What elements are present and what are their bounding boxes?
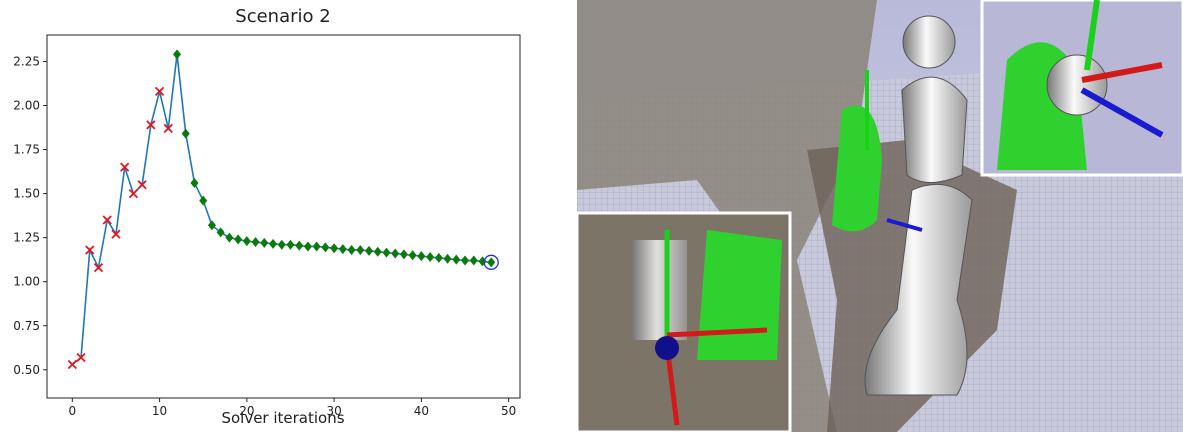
marker-diamond: [469, 255, 478, 266]
y-tick-label: 1.75: [13, 143, 40, 157]
x-tick-label: 10: [152, 404, 167, 418]
marker-diamond: [356, 244, 365, 255]
y-tick-label: 0.75: [13, 319, 40, 333]
marker-diamond: [347, 244, 356, 255]
robot-torso: [901, 76, 968, 183]
marker-diamond: [330, 243, 339, 254]
robot-head: [902, 15, 956, 69]
marker-diamond: [391, 248, 400, 259]
marker-diamond: [251, 237, 260, 248]
marker-diamond: [295, 240, 304, 251]
y-tick-label: 2.00: [13, 98, 40, 112]
marker-diamond: [365, 245, 374, 256]
marker-diamond: [190, 178, 199, 189]
inset-top: [980, 0, 1183, 177]
chart: Scenario 2 Solver iterations 0.50 0.75 1.0…: [13, 6, 521, 427]
marker-diamond: [408, 250, 417, 261]
marker-x: [137, 180, 147, 190]
x-tick-label: 30: [326, 404, 341, 418]
series-line: [71, 54, 492, 366]
y-tick-label: 1.50: [13, 187, 40, 201]
hand-mesh: [832, 105, 882, 232]
marker-diamond: [434, 252, 443, 263]
marker-diamond: [181, 128, 190, 139]
marker-diamond: [312, 241, 321, 252]
x-tick-label: 50: [501, 404, 516, 418]
marker-diamond: [225, 232, 234, 243]
marker-diamond: [277, 239, 286, 250]
axis-arrow: [886, 218, 923, 232]
marker-diamond: [443, 253, 452, 264]
marker-diamond: [417, 251, 426, 262]
marker-x: [111, 229, 121, 239]
marker-x: [67, 359, 77, 370]
marker-diamond: [303, 241, 312, 252]
y-tick-label: 1.25: [13, 231, 40, 245]
marker-x: [102, 215, 112, 225]
marker-diamond: [338, 244, 347, 255]
marker-diamond: [269, 238, 278, 249]
highlight-marker: [483, 254, 499, 270]
marker-diamond: [382, 247, 391, 258]
chart-title: Scenario 2: [235, 6, 330, 27]
marker-x: [128, 188, 139, 199]
marker-diamond: [487, 257, 496, 268]
marker-diamond: [207, 220, 216, 231]
x-tick-label: 0: [68, 404, 76, 418]
marker-diamond: [452, 254, 461, 265]
marker-x: [163, 123, 173, 134]
marker-x: [85, 245, 95, 255]
marker-diamond: [399, 249, 408, 260]
y-tick-label: 1.00: [13, 275, 40, 289]
marker-diamond: [286, 239, 295, 250]
marker-diamond: [242, 236, 251, 247]
marker-x: [93, 262, 104, 273]
robot-base: [864, 183, 973, 396]
x-axis-label: Solver iterations: [221, 409, 344, 427]
x-tick-label: 20: [239, 404, 254, 418]
marker-diamond: [260, 237, 269, 248]
marker-diamond: [321, 242, 330, 253]
marker-diamond: [234, 234, 243, 245]
marker-diamond: [373, 246, 382, 257]
marker-x: [76, 352, 86, 363]
marker-x: [146, 120, 156, 130]
y-tick-label: 0.50: [13, 363, 40, 377]
inset-bottom: [577, 211, 792, 432]
marker-diamond: [216, 227, 225, 238]
y-tick-label: 2.25: [13, 54, 40, 68]
marker-diamond: [461, 255, 470, 266]
marker-diamond: [173, 49, 182, 60]
robot-scene: [577, 0, 1183, 432]
marker-diamond: [199, 195, 208, 206]
marker-diamond: [426, 252, 435, 263]
marker-x: [154, 86, 165, 97]
marker-x: [120, 162, 130, 172]
plot-frame: [46, 34, 521, 399]
x-tick-label: 40: [414, 404, 429, 418]
